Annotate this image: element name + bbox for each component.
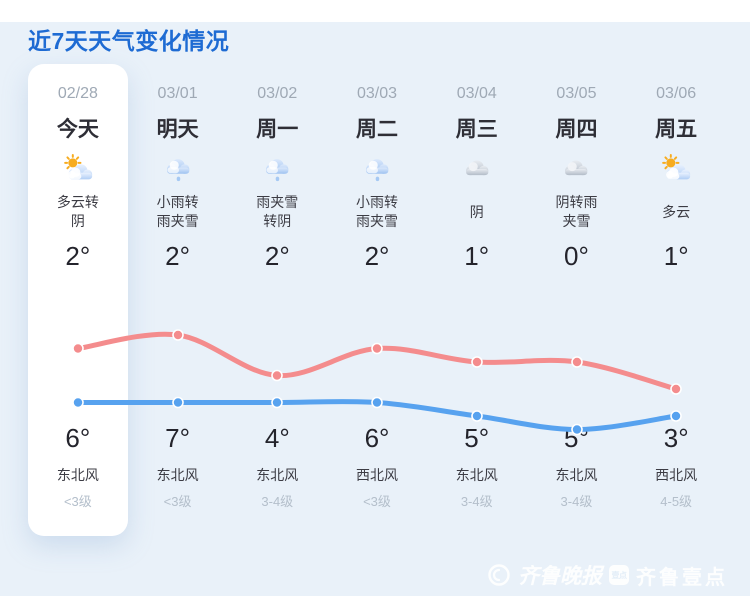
temp-bottom: 3° xyxy=(663,423,689,453)
wind-direction: 东北风 xyxy=(156,467,199,483)
weather-desc: 小雨转雨夹雪 xyxy=(156,194,199,229)
temp-top: 0° xyxy=(564,241,589,271)
temp-bottom: 7° xyxy=(165,423,190,453)
watermark-newspaper-name: 齐鲁晚报 xyxy=(518,563,602,588)
date-label: 03/02 xyxy=(257,85,298,102)
wind-direction: 西北风 xyxy=(655,467,698,483)
temp-bottom: 6° xyxy=(364,423,390,453)
temp-top: 1° xyxy=(464,241,490,271)
temp-top: 1° xyxy=(663,241,689,271)
day-label: 明天 xyxy=(156,118,199,141)
day-column-02-28[interactable]: 02/28 今天 多云转阴 2° 6° 东北风 <3级 xyxy=(28,64,128,536)
temp-bottom: 4° xyxy=(264,423,290,453)
weather-desc: 阴 xyxy=(469,203,484,220)
day-column-03-06[interactable]: 03/06 周五 多云 1° 3° 西北风 4-5级 xyxy=(626,64,726,536)
wind-level: 3-4级 xyxy=(560,494,593,509)
chart-space xyxy=(626,272,726,422)
partly-sunny-icon xyxy=(61,152,95,186)
watermark-app-name: 齐鲁壹点 xyxy=(636,566,728,589)
weather-desc: 阴转雨夹雪 xyxy=(555,194,598,229)
temp-bottom: 5° xyxy=(564,423,589,453)
chart-space xyxy=(128,272,228,422)
weather-desc: 多云 xyxy=(662,203,691,220)
day-label: 周四 xyxy=(555,118,598,141)
wind-level: 4-5级 xyxy=(660,494,693,509)
day-label: 今天 xyxy=(56,118,99,141)
wind-direction: 东北风 xyxy=(256,467,299,483)
weather-desc: 多云转阴 xyxy=(56,194,99,229)
chart-space xyxy=(427,272,527,422)
forecast-columns: 02/28 今天 多云转阴 2° 6° 东北风 <3级 03/01 明天 小雨转… xyxy=(28,64,726,536)
wind-direction: 东北风 xyxy=(555,467,598,483)
wind-level: <3级 xyxy=(163,494,192,509)
yidian-logo-icon: 壹点 xyxy=(609,565,629,585)
rain-icon xyxy=(360,152,394,186)
date-label: 03/01 xyxy=(157,85,198,102)
day-label: 周一 xyxy=(256,118,299,141)
wind-level: <3级 xyxy=(363,494,391,509)
date-label: 03/04 xyxy=(456,85,497,102)
rain-icon xyxy=(260,152,294,186)
wind-level: 3-4级 xyxy=(261,494,294,509)
temp-bottom: 5° xyxy=(464,423,490,453)
date-label: 03/03 xyxy=(356,85,398,102)
day-label: 周三 xyxy=(455,118,498,141)
overcast-icon xyxy=(460,152,494,186)
chart-space xyxy=(227,272,327,422)
temp-bottom: 6° xyxy=(65,423,91,453)
watermark: 齐鲁晚报 壹点 齐鲁壹点 xyxy=(487,560,728,590)
chart-space xyxy=(28,272,128,422)
qilu-evening-news-logo-icon xyxy=(488,564,510,586)
day-column-03-04[interactable]: 03/04 周三 阴 1° 5° 东北风 3-4级 xyxy=(427,64,527,536)
wind-direction: 东北风 xyxy=(455,467,498,483)
day-label: 周五 xyxy=(655,118,698,141)
temp-top: 2° xyxy=(165,241,190,271)
chart-space xyxy=(327,272,427,422)
wind-level: <3级 xyxy=(63,494,92,509)
page-title: 近7天天气变化情况 xyxy=(28,28,230,54)
day-column-03-05[interactable]: 03/05 周四 阴转雨夹雪 0° 5° 东北风 3-4级 xyxy=(527,64,627,536)
date-label: 03/05 xyxy=(556,85,597,102)
day-column-03-03[interactable]: 03/03 周二 小雨转雨夹雪 2° 6° 西北风 <3级 xyxy=(327,64,427,536)
rain-icon xyxy=(161,152,195,186)
temp-top: 2° xyxy=(65,241,91,271)
wind-direction: 西北风 xyxy=(356,467,399,483)
weather-desc: 小雨转雨夹雪 xyxy=(356,194,399,229)
day-column-03-02[interactable]: 03/02 周一 雨夹雪转阴 2° 4° 东北风 3-4级 xyxy=(227,64,327,536)
date-label: 03/06 xyxy=(656,85,697,102)
overcast-icon xyxy=(559,152,593,186)
chart-space xyxy=(527,272,627,422)
day-label: 周二 xyxy=(356,118,399,141)
wind-level: 3-4级 xyxy=(460,494,493,509)
date-label: 02/28 xyxy=(57,85,98,102)
partly-sunny-icon xyxy=(659,152,693,186)
weather-desc: 雨夹雪转阴 xyxy=(256,194,299,229)
temp-top: 2° xyxy=(264,241,290,271)
wind-direction: 东北风 xyxy=(56,467,99,483)
weather-panel: 近7天天气变化情况 02/28 今天 多云转阴 2° 6° 东北风 <3级 03… xyxy=(0,22,750,596)
temp-top: 2° xyxy=(364,241,390,271)
day-column-03-01[interactable]: 03/01 明天 小雨转雨夹雪 2° 7° 东北风 <3级 xyxy=(128,64,228,536)
